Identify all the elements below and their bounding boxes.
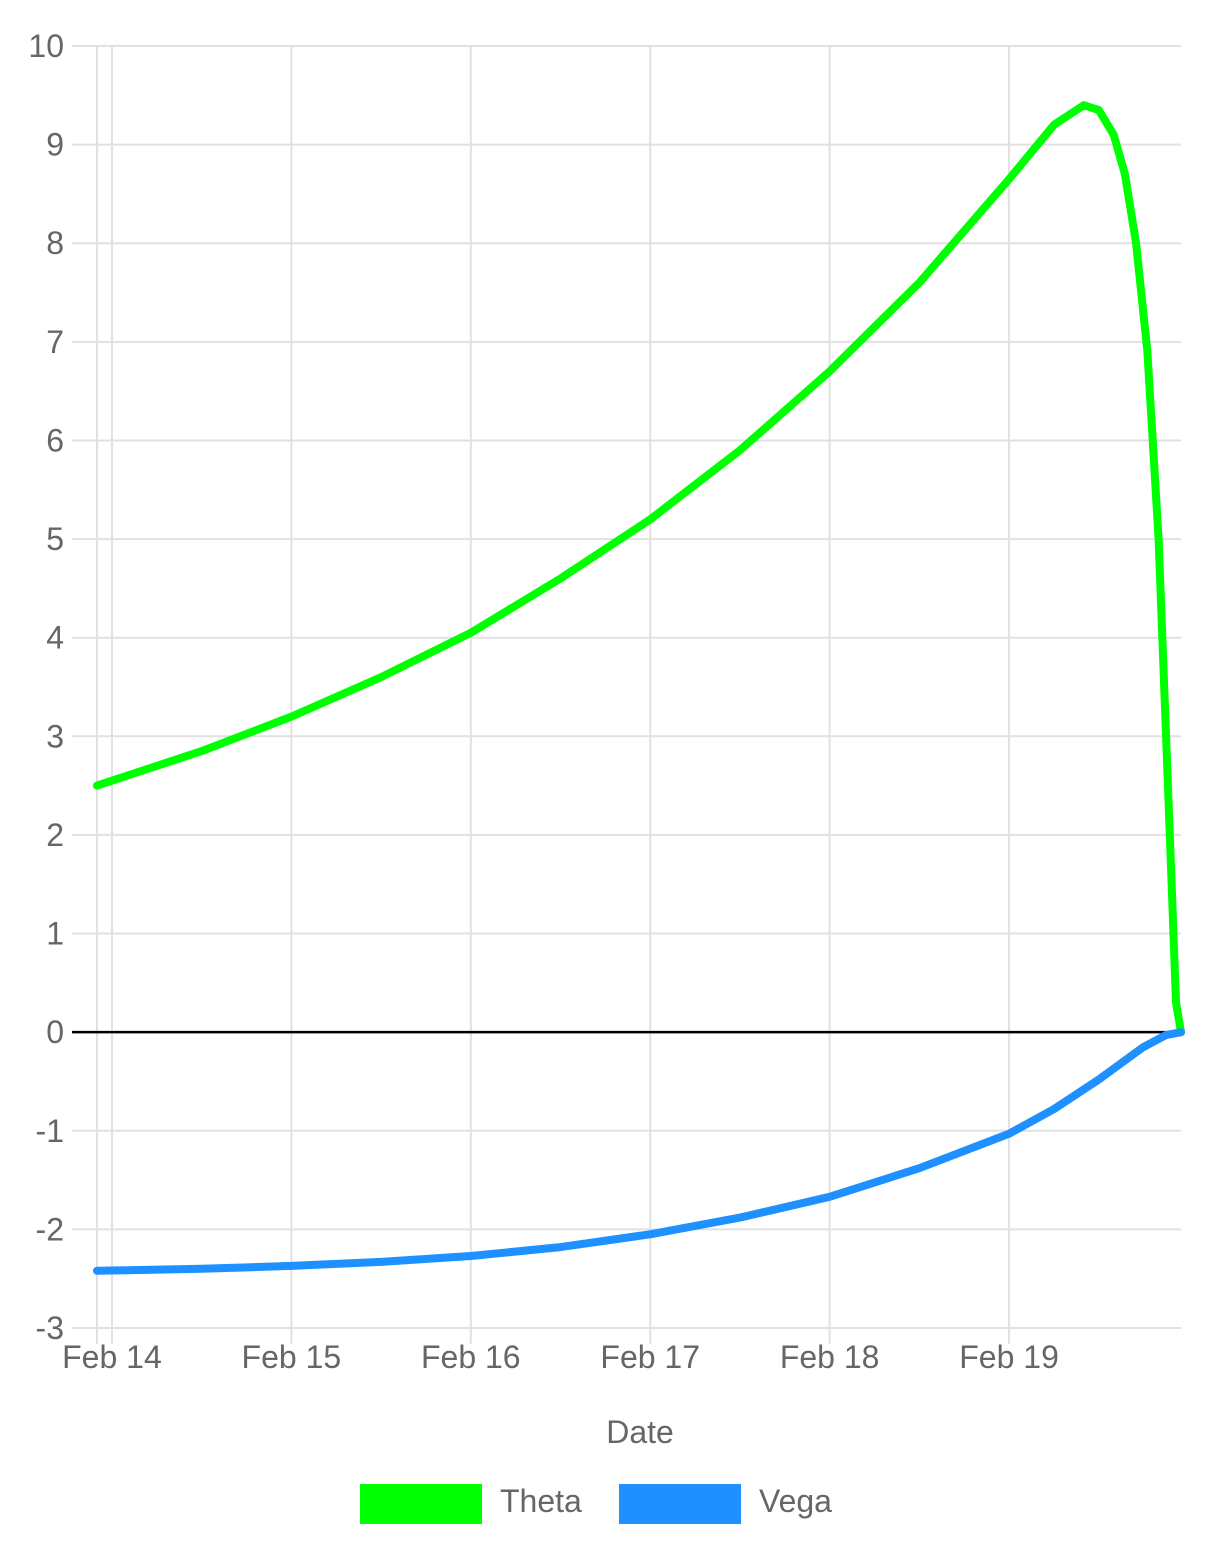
y-tick-label: 3 — [46, 718, 64, 754]
y-tick-label: 10 — [28, 28, 64, 64]
y-tick-label: 9 — [46, 127, 64, 163]
y-tick-label: 0 — [46, 1014, 64, 1050]
x-tick-label: Feb 19 — [959, 1339, 1059, 1375]
x-axis-title: Date — [606, 1414, 674, 1450]
y-tick-label: 2 — [46, 817, 64, 853]
legend-label-theta[interactable]: Theta — [500, 1483, 582, 1519]
x-tick-label: Feb 15 — [242, 1339, 342, 1375]
legend-label-vega[interactable]: Vega — [759, 1483, 832, 1519]
y-tick-label: 7 — [46, 324, 64, 360]
series-layer — [93, 101, 1185, 1275]
legend-swatch-theta[interactable] — [360, 1484, 482, 1524]
y-tick-label: 6 — [46, 422, 64, 458]
x-tick-label: Feb 16 — [421, 1339, 521, 1375]
y-tick-label: 4 — [46, 620, 64, 656]
x-tick-label: Feb 18 — [780, 1339, 880, 1375]
y-tick-label: -3 — [36, 1310, 64, 1346]
y-tick-label: 5 — [46, 521, 64, 557]
x-tick-label: Feb 14 — [62, 1339, 162, 1375]
y-tick-label: -1 — [36, 1113, 64, 1149]
y-tick-label: -2 — [36, 1211, 64, 1247]
y-tick-label: 1 — [46, 916, 64, 952]
y-tick-label: 8 — [46, 225, 64, 261]
legend-swatch-vega[interactable] — [619, 1484, 741, 1524]
grid-layer — [72, 45, 1181, 1344]
series-line-vega — [93, 1028, 1185, 1275]
x-tick-label: Feb 17 — [600, 1339, 700, 1375]
series-line-theta — [93, 101, 1185, 1037]
legend: Theta Vega — [360, 1483, 832, 1524]
